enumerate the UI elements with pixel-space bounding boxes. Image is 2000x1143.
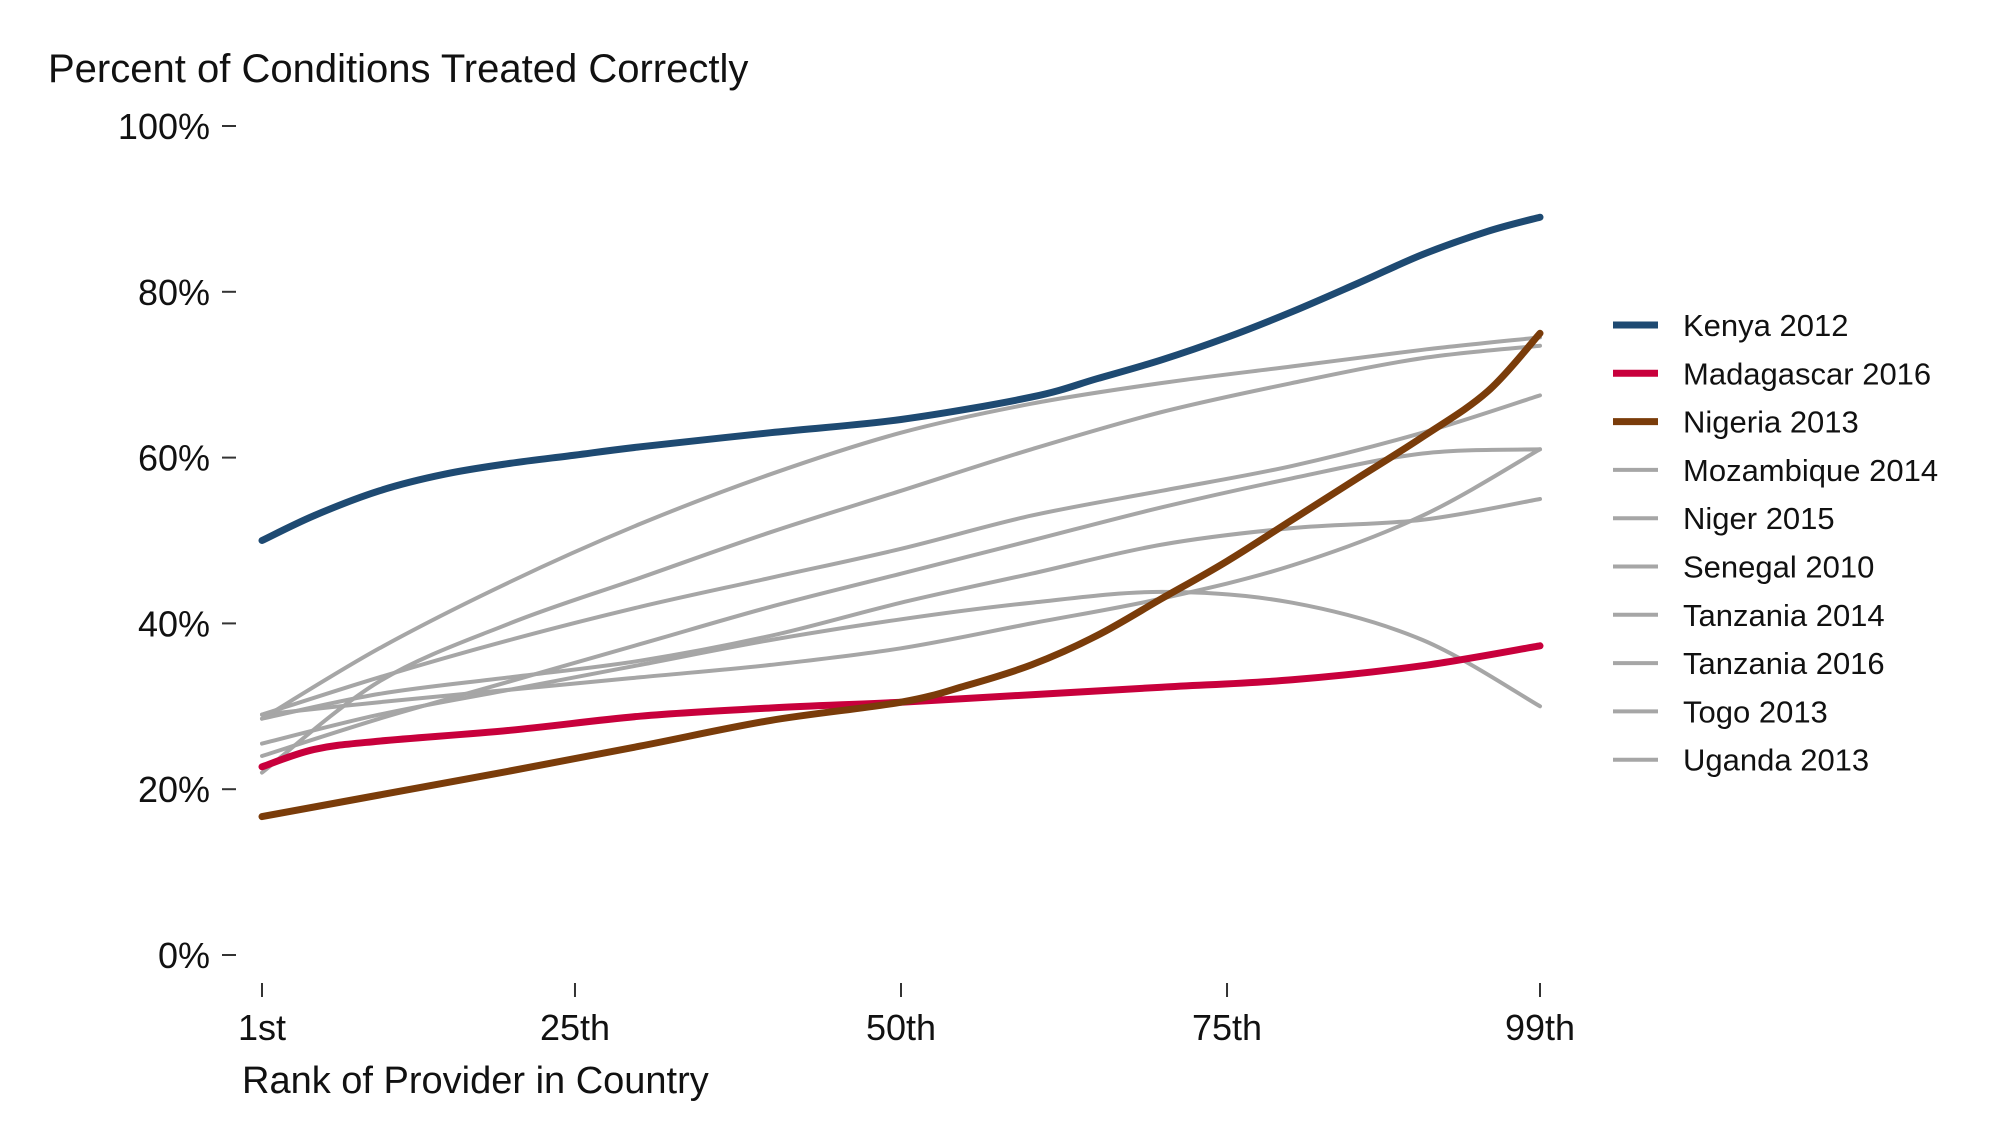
series-line-uganda-2013: [260, 343, 1542, 775]
legend-label-tanzania-2016: Tanzania 2016: [1683, 646, 1885, 681]
legend-label-senegal-2010: Senegal 2010: [1683, 550, 1874, 585]
y-tick-label: 60%: [138, 438, 210, 479]
legend-label-nigeria-2013: Nigeria 2013: [1683, 405, 1859, 440]
legend-label-madagascar-2016: Madagascar 2016: [1683, 356, 1931, 391]
x-tick-label: 25th: [540, 1007, 610, 1048]
legend-label-togo-2013: Togo 2013: [1683, 694, 1828, 729]
legend-label-mozambique-2014: Mozambique 2014: [1683, 453, 1938, 488]
y-tick-label: 0%: [158, 935, 210, 976]
legend-label-tanzania-2014: Tanzania 2014: [1683, 598, 1885, 633]
legend-label-uganda-2013: Uganda 2013: [1683, 743, 1869, 778]
x-axis: 1st 25th 50th 75th 99th: [238, 983, 1575, 1048]
series-layer: [258, 213, 1544, 821]
legend-label-niger-2015: Niger 2015: [1683, 501, 1835, 536]
x-tick-label: 75th: [1192, 1007, 1262, 1048]
series-line-mozambique-2014: [260, 447, 1542, 717]
x-axis-label: Rank of Provider in Country: [242, 1060, 709, 1102]
y-tick-label: 40%: [138, 603, 210, 644]
series-line-madagascar-2016: [258, 642, 1544, 771]
x-tick-label: 1st: [238, 1007, 286, 1048]
y-axis: 0% 20% 40% 60% 80% 100%: [118, 106, 236, 976]
series-line-togo-2013: [260, 447, 1542, 758]
y-tick-label: 80%: [138, 272, 210, 313]
y-tick-label: 20%: [138, 769, 210, 810]
series-line-kenya-2012: [258, 213, 1544, 544]
series-line-tanzania-2016: [260, 335, 1542, 721]
series-line-niger-2015: [260, 589, 1542, 746]
legend: Kenya 2012 Madagascar 2016 Nigeria 2013 Moz…: [1613, 308, 1938, 778]
x-tick-label: 50th: [866, 1007, 936, 1048]
series-line-senegal-2010: [260, 497, 1542, 721]
legend-label-kenya-2012: Kenya 2012: [1683, 308, 1848, 343]
y-tick-label: 100%: [118, 106, 210, 147]
series-line-tanzania-2014: [260, 393, 1542, 717]
series-line-nigeria-2013: [258, 329, 1544, 821]
x-tick-label: 99th: [1505, 1007, 1575, 1048]
chart-title: Percent of Conditions Treated Correctly: [48, 47, 748, 91]
